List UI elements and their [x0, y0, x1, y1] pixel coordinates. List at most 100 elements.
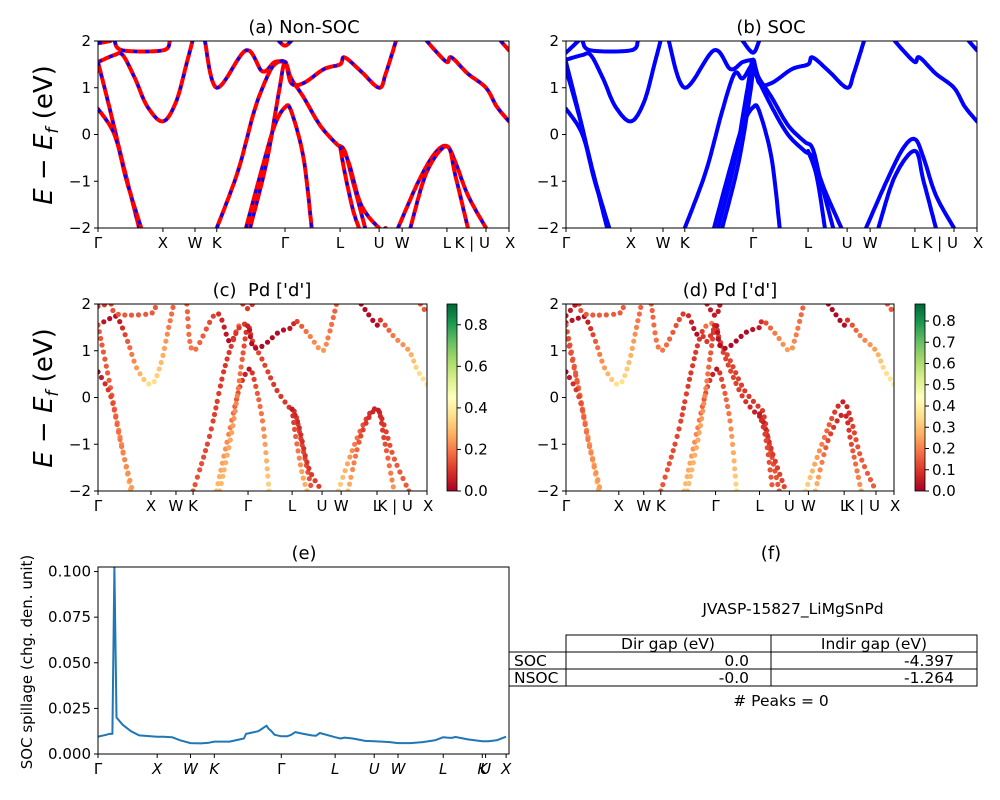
- projection-point: [242, 371, 248, 377]
- projection-point: [102, 356, 108, 362]
- projection-point: [699, 416, 705, 422]
- projection-point: [383, 448, 390, 454]
- projection-point: [674, 433, 680, 439]
- projection-point: [815, 474, 822, 480]
- projection-point: [814, 481, 820, 487]
- projection-point: [253, 383, 259, 389]
- projection-point: [843, 413, 849, 419]
- projection-point: [837, 317, 843, 323]
- projection-point: [265, 473, 271, 479]
- projection-point: [231, 415, 237, 422]
- projection-point: [574, 379, 580, 385]
- projection-point: [793, 332, 799, 338]
- projection-point: [185, 316, 191, 322]
- projection-point: [158, 359, 164, 366]
- projection-point: [211, 411, 218, 418]
- projection-point: [105, 370, 111, 376]
- projection-point: [108, 394, 114, 400]
- projection-point: [309, 472, 315, 478]
- projection-point: [590, 312, 596, 318]
- projection-point: [325, 335, 331, 341]
- projection-point: [333, 304, 339, 307]
- projection-point: [825, 304, 831, 307]
- x-tick-label: Γ: [749, 234, 758, 252]
- band-line-dashed: [248, 41, 398, 228]
- projection-point: [214, 398, 220, 404]
- projection-point: [566, 374, 573, 381]
- projection-point: [849, 322, 855, 328]
- projection-point: [730, 364, 736, 370]
- projection-point: [265, 369, 271, 375]
- projection-point: [719, 376, 725, 382]
- projection-point: [569, 317, 575, 323]
- projection-point: [845, 420, 851, 426]
- projection-point: [226, 349, 232, 356]
- projection-point: [421, 306, 427, 312]
- projection-point: [115, 311, 121, 317]
- colorbar-tick-label: 0.6: [464, 357, 488, 375]
- projection-point: [772, 458, 778, 464]
- projection-point: [829, 306, 835, 313]
- projection-point: [776, 488, 782, 491]
- x-tick-label: K | U: [845, 497, 880, 515]
- band-line: [806, 148, 827, 228]
- x-tick-label: K | U: [455, 234, 490, 252]
- x-tick-label: X: [614, 497, 624, 515]
- projection-point: [199, 461, 205, 467]
- projection-point: [323, 341, 329, 347]
- projection-point: [724, 352, 730, 358]
- projection-point: [680, 311, 686, 317]
- projection-point: [346, 481, 353, 487]
- projection-point: [98, 329, 102, 335]
- projection-point: [301, 445, 307, 452]
- colorbar-tick-label: 0.2: [932, 440, 956, 458]
- projection-point: [812, 461, 818, 467]
- projection-point: [296, 455, 302, 461]
- projection-point: [773, 474, 780, 481]
- y-tick-label: 2: [549, 295, 559, 313]
- x-tick-label: K: [477, 760, 488, 778]
- projection-point: [259, 356, 265, 362]
- projection-point: [386, 463, 392, 469]
- projection-point: [592, 338, 599, 344]
- projection-point: [344, 461, 351, 467]
- projection-point: [812, 488, 818, 491]
- projection-point: [689, 467, 695, 473]
- y-tick-label: 2: [81, 32, 91, 50]
- projection-point: [122, 457, 128, 463]
- projection-point: [390, 332, 396, 339]
- projection-point: [683, 391, 690, 397]
- projection-point: [230, 337, 237, 343]
- projection-point: [129, 484, 135, 490]
- panel-b-frame: [565, 40, 978, 229]
- projection-point: [131, 358, 137, 364]
- projection-point: [210, 418, 216, 424]
- projection-point: [760, 424, 766, 430]
- projection-point: [728, 368, 734, 374]
- x-tick-label: L: [331, 760, 339, 778]
- projection-point: [217, 488, 223, 491]
- projection-point: [247, 327, 253, 333]
- panel-b-title: (b) SOC: [736, 17, 805, 38]
- projection-point: [763, 320, 769, 326]
- projection-point: [241, 343, 247, 349]
- panel-a-title: (a) Non-SOC: [248, 17, 359, 38]
- projection-point: [611, 311, 617, 317]
- projection-point: [702, 393, 708, 399]
- projection-point: [614, 381, 620, 387]
- projection-point: [236, 325, 242, 331]
- projection-point: [203, 326, 209, 332]
- projection-point: [185, 323, 191, 330]
- x-tick-label: K: [212, 234, 223, 252]
- projection-point: [149, 310, 155, 316]
- projection-point: [660, 482, 666, 488]
- projection-point: [755, 403, 761, 409]
- projection-point: [389, 449, 395, 455]
- x-tick-label: Γ: [94, 497, 103, 515]
- x-tick-label: U: [842, 234, 853, 252]
- x-tick-label: X: [973, 234, 983, 252]
- projection-point: [249, 341, 255, 347]
- projection-point: [240, 304, 246, 307]
- gap-table-header-dir: Dir gap (eV): [621, 635, 715, 653]
